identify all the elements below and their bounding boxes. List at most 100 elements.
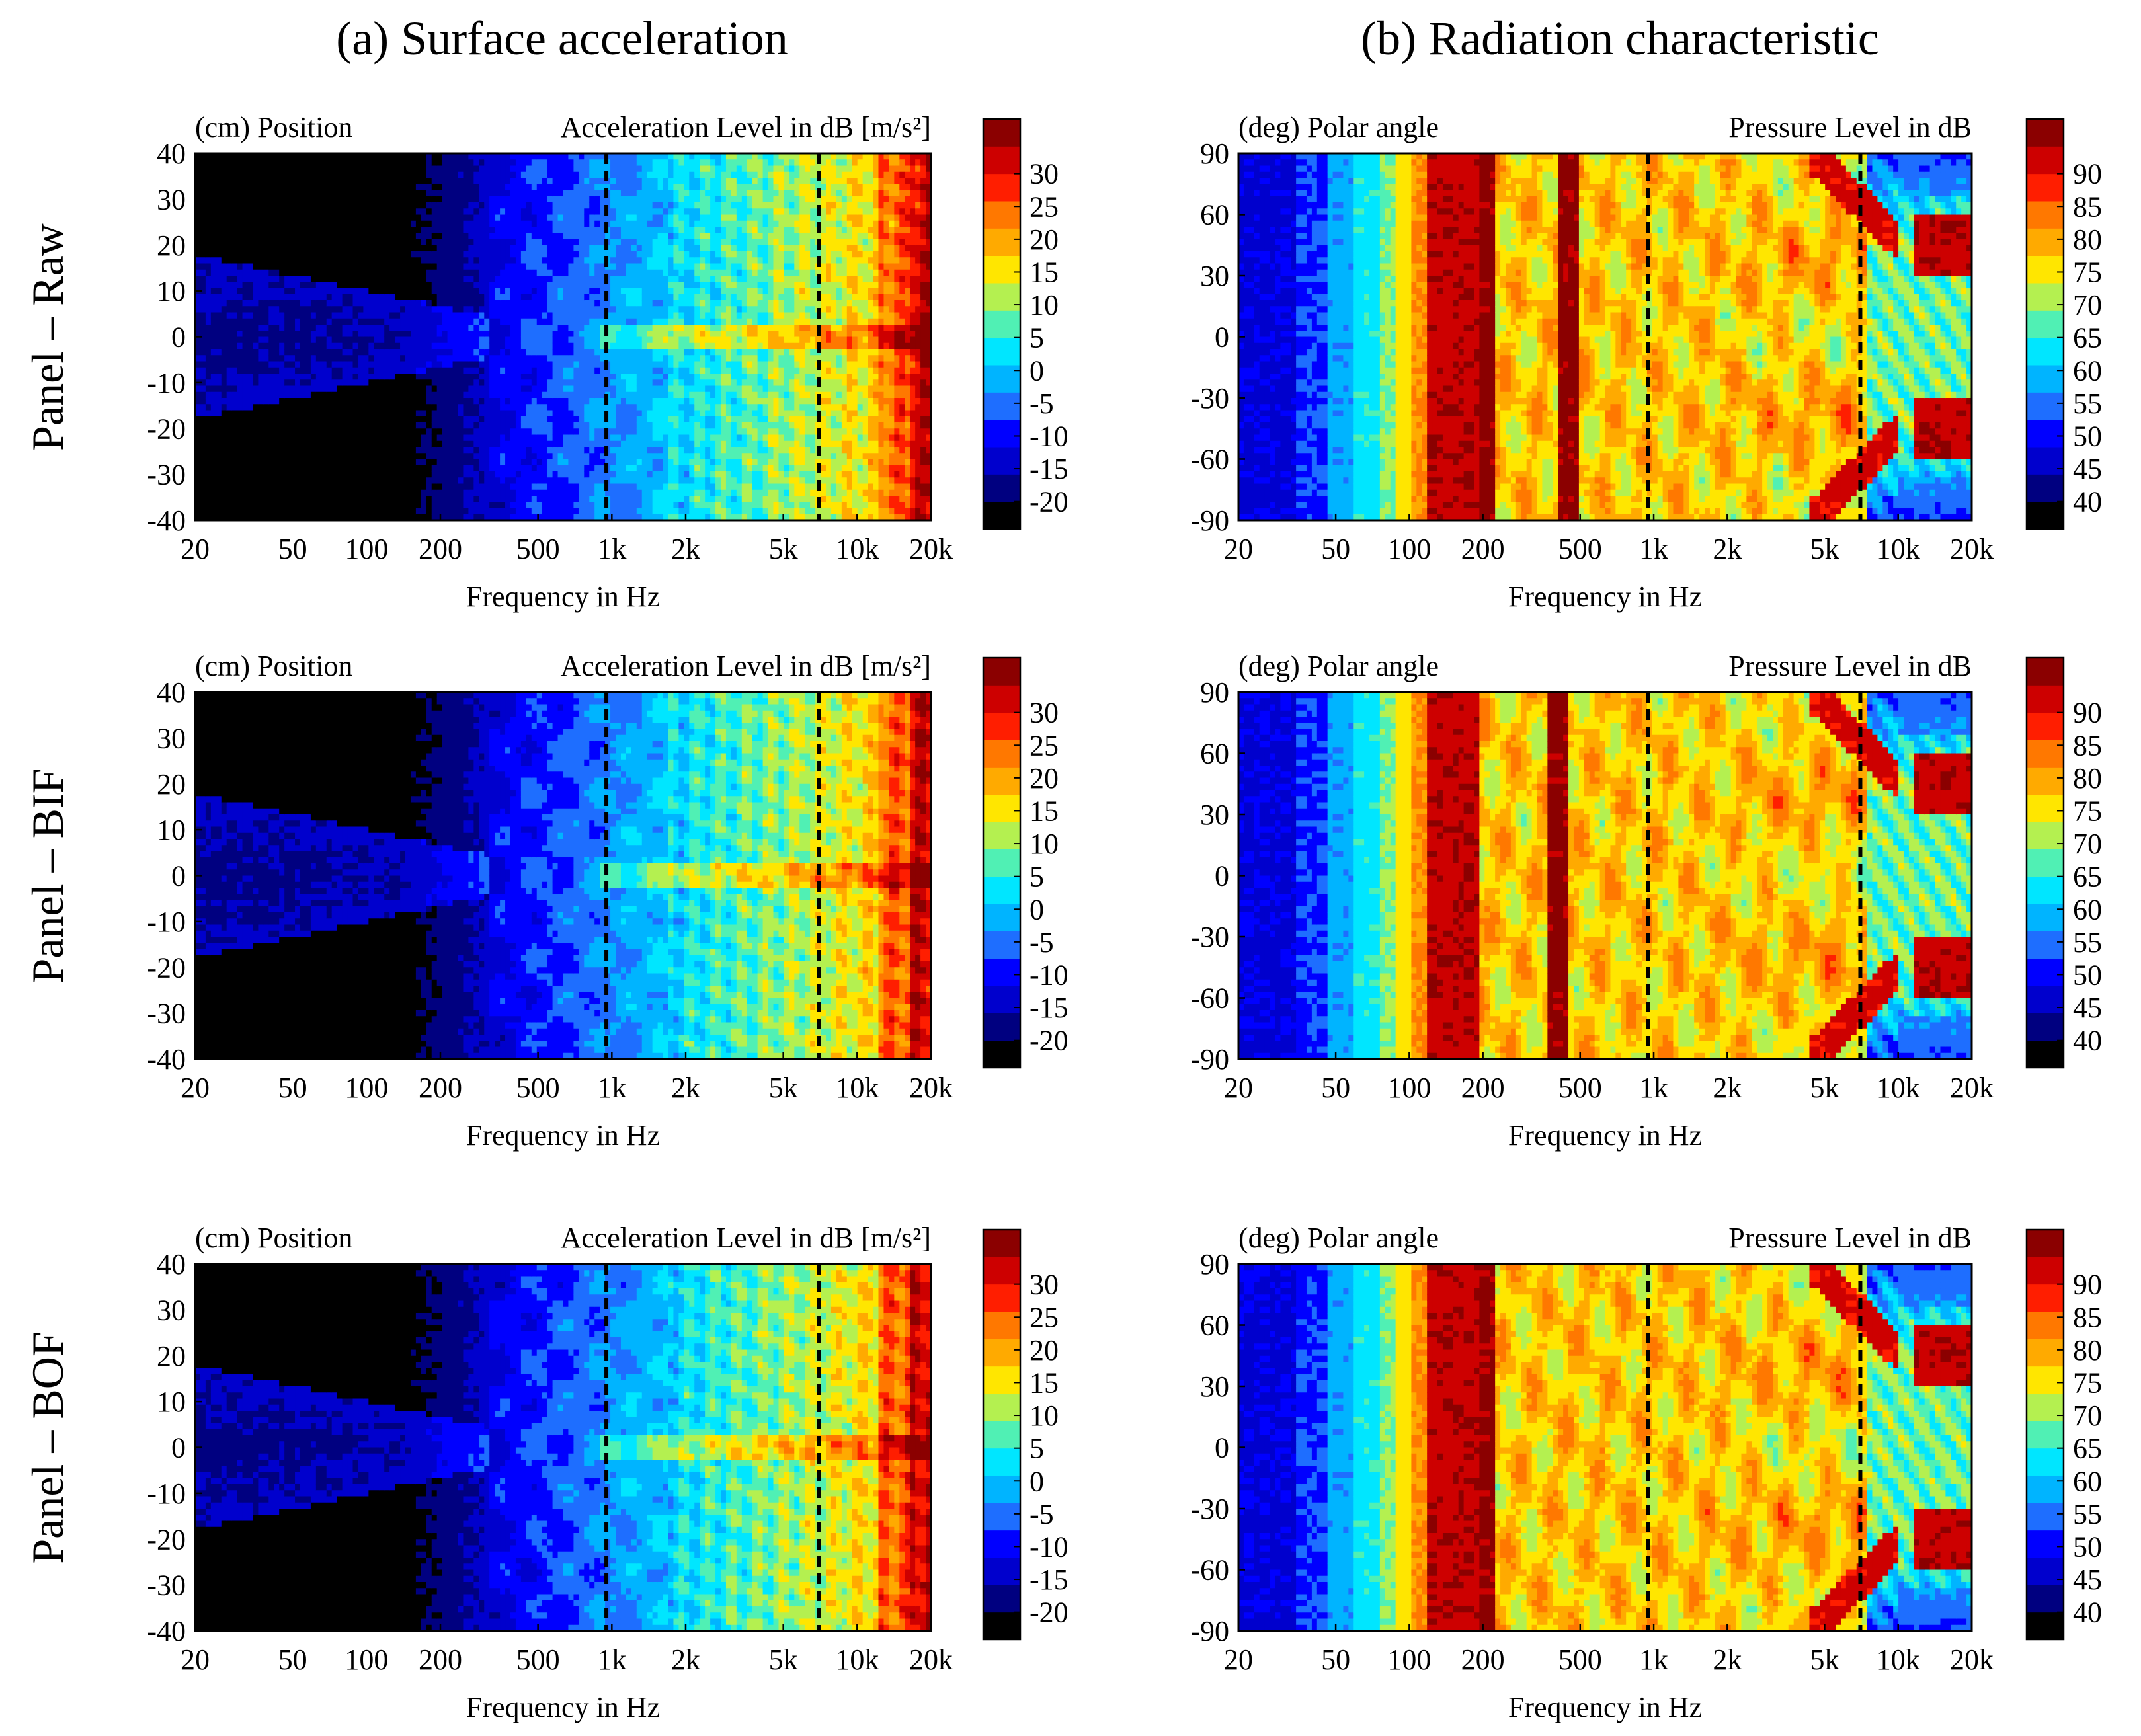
heatmap-cell [237,288,243,295]
heatmap-cell [258,245,264,252]
heatmap-cell [243,490,249,496]
heatmap-cell [237,208,243,215]
heatmap-cell [268,288,274,295]
heatmap-cell [216,190,222,197]
heatmap-cell [248,416,254,423]
heatmap-cell [222,276,227,282]
heatmap-cell [274,215,280,221]
heatmap-cell [232,362,238,368]
heatmap-cell [211,166,217,173]
heatmap-cell [200,404,206,411]
panel-a-raw: (cm) Position Acceleration Level in dB [m… [147,111,1068,613]
heatmap-cell [243,190,249,197]
heatmap-cell [206,276,212,282]
heatmap-cell [216,447,222,454]
heatmap-cell [211,306,217,313]
heatmap-cell [274,374,280,380]
heatmap-cell [232,404,238,411]
heatmap-cell [268,172,274,178]
heatmap-cell [222,349,227,356]
heatmap-cell [211,392,217,399]
heatmap-cell [243,227,249,233]
heatmap-cell [258,422,264,429]
heatmap-cell [268,355,274,362]
heatmap-cell [253,227,259,233]
heatmap-cell [232,508,238,515]
heatmap-cell [232,282,238,288]
heatmap-cell [274,319,280,325]
heatmap-cell [268,325,274,331]
heatmap-cell [258,166,264,173]
heatmap-cell [200,484,206,491]
heatmap-cell [237,447,243,454]
heatmap-cell [253,233,259,239]
heatmap-cell [268,282,274,288]
heatmap-cell [211,215,217,221]
heatmap-cell [274,190,280,197]
heatmap-cell [227,208,233,215]
heatmap-cell [222,343,227,350]
heatmap-cell [258,172,264,178]
heatmap-cell [274,166,280,173]
heatmap-cell [222,202,227,209]
heatmap-cell [263,264,269,270]
heatmap-cell [232,496,238,502]
heatmap-cell [232,453,238,459]
heatmap-cell [222,508,227,515]
heatmap-cell [232,355,238,362]
heatmap-cell [222,184,227,190]
heatmap-cell [211,398,217,405]
heatmap-cell [258,300,264,307]
heatmap-cell [222,288,227,295]
heatmap-cell [206,306,212,313]
heatmap-cell [237,294,243,301]
heatmap-cell [227,239,233,246]
heatmap-cell [211,416,217,423]
heatmap-cell [263,300,269,307]
heatmap-cell [274,239,280,246]
heatmap-cell [253,349,259,356]
heatmap-cell [248,453,254,459]
heatmap-cell [222,306,227,313]
heatmap-cell [200,392,206,399]
heatmap-cell [232,184,238,190]
heatmap-cell [248,386,254,393]
heatmap-cell [237,379,243,386]
heatmap-cell [216,422,222,429]
heatmap-cell [222,441,227,448]
heatmap-cell [243,435,249,442]
heatmap-cell [274,355,280,362]
heatmap-cell [248,392,254,399]
heatmap-cell [216,471,222,478]
heatmap-cell [258,343,264,350]
heatmap-cell [206,496,212,502]
heatmap-cell [206,477,212,484]
heatmap-cell [274,368,280,374]
heatmap-cell [211,411,217,417]
heatmap-cell [243,202,249,209]
heatmap-cell [237,306,243,313]
heatmap-cell [237,502,243,508]
heatmap-cell [243,208,249,215]
heatmap-cell [200,166,206,173]
heatmap-cell [237,496,243,502]
heatmap-cell [227,459,233,466]
heatmap-cell [258,319,264,325]
heatmap-cell [258,490,264,496]
heatmap-cell [258,362,264,368]
heatmap-cell [248,343,254,350]
heatmap-cell [258,270,264,276]
heatmap-cell [243,428,249,435]
heatmap-cell [263,404,269,411]
heatmap-cell [274,306,280,313]
heatmap-cell [243,502,249,508]
heatmap-cell [206,368,212,374]
heatmap-cell [232,159,238,166]
heatmap-cell [268,349,274,356]
heatmap-cell [216,404,222,411]
heatmap-cell [227,178,233,184]
heatmap-cell [243,343,249,350]
heatmap-cell [222,484,227,491]
heatmap-cell [243,453,249,459]
heatmap-cell [237,325,243,331]
